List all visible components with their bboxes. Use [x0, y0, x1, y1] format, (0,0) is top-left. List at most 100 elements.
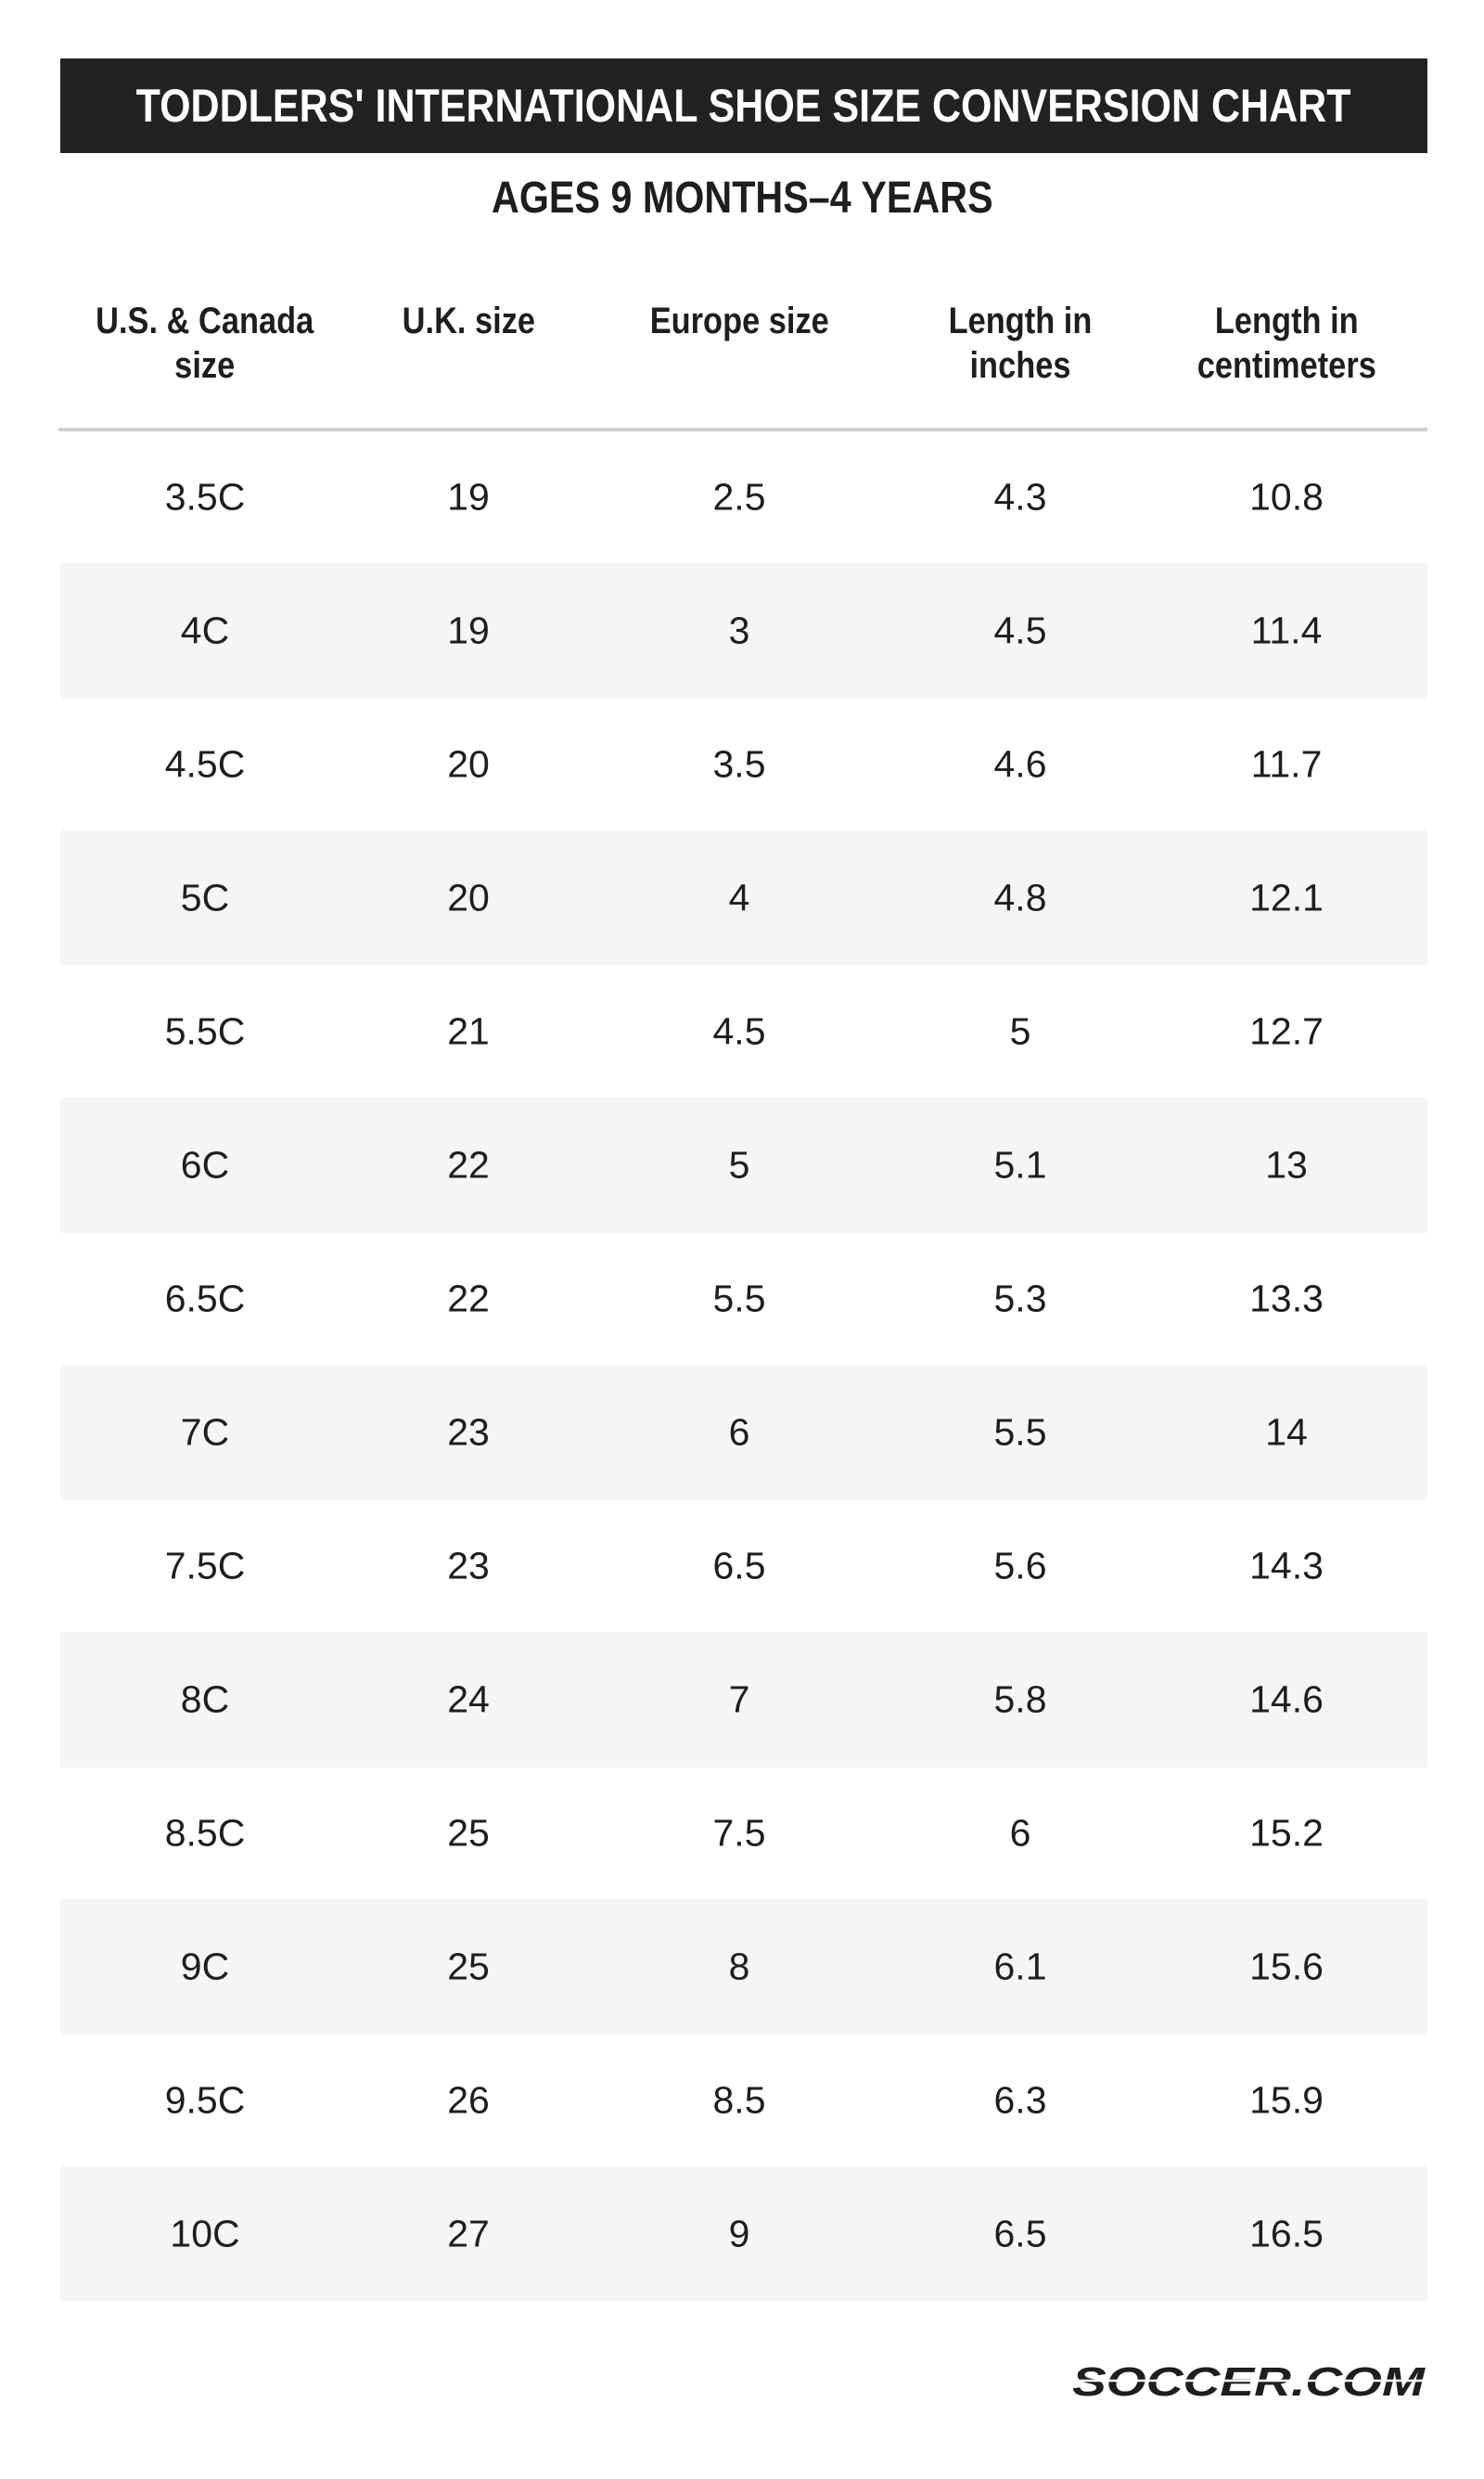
- table-cell: 7.5: [712, 1811, 766, 1855]
- table-cell: 13: [1265, 1143, 1308, 1187]
- column-header-label: Length in inches: [948, 301, 1093, 386]
- table-cell: 14.6: [1249, 1677, 1324, 1721]
- table-cell: 5.5: [712, 1277, 766, 1320]
- table-cell: 6: [1009, 1811, 1031, 1855]
- table-cell: 6.1: [993, 1945, 1047, 1988]
- table-row: 3.5C 19 2.5 4.3 10.8: [60, 431, 1427, 563]
- table-cell: 23: [447, 1544, 490, 1587]
- table-cell: 8C: [180, 1677, 230, 1721]
- table-cell: 6C: [180, 1143, 230, 1187]
- table-cell: 12.7: [1249, 1009, 1324, 1053]
- table-cell: 16.5: [1249, 2212, 1324, 2255]
- table-row: 4C 19 3 4.5 11.4: [60, 563, 1427, 699]
- table-cell: 26: [447, 2078, 490, 2122]
- table-cell: 6: [728, 1410, 750, 1454]
- table-row: 9.5C 26 8.5 6.3 15.9: [60, 2035, 1427, 2166]
- table-cell: 5.8: [993, 1677, 1047, 1721]
- table-row: 7C 23 6 5.5 14: [60, 1365, 1427, 1500]
- table-cell: 20: [447, 876, 490, 919]
- table-cell: 5.1: [993, 1143, 1047, 1187]
- table-cell: 7.5C: [164, 1544, 246, 1587]
- table-row: 8C 24 7 5.8 14.6: [60, 1632, 1427, 1767]
- subtitle: AGES 9 MONTHS–4 YEARS: [0, 173, 1484, 224]
- table-cell: 10.8: [1249, 475, 1324, 519]
- table-cell: 20: [447, 742, 490, 786]
- table-cell: 3: [728, 609, 750, 652]
- table-row: 6.5C 22 5.5 5.3 13.3: [60, 1233, 1427, 1365]
- table-cell: 8.5C: [164, 1811, 246, 1855]
- table-cell: 11.4: [1250, 609, 1323, 652]
- column-header-label: Length in centimeters: [1196, 301, 1376, 386]
- table-cell: 13.3: [1249, 1277, 1324, 1320]
- subtitle-text: AGES 9 MONTHS–4 YEARS: [491, 173, 993, 223]
- table-cell: 27: [447, 2212, 490, 2255]
- table-cell: 25: [447, 1945, 490, 1988]
- table-cell: 15.6: [1249, 1945, 1324, 1988]
- table-cell: 4.3: [993, 475, 1047, 519]
- column-header: Europe size: [600, 299, 878, 343]
- table-cell: 8.5: [712, 2078, 766, 2122]
- header-divider: [58, 428, 1427, 431]
- table-cell: 4.5: [712, 1009, 766, 1053]
- table-row: 4.5C 20 3.5 4.6 11.7: [60, 699, 1427, 830]
- table-cell: 6.5C: [164, 1277, 246, 1320]
- table-cell: 5.5: [993, 1410, 1047, 1454]
- table-cell: 8: [728, 1945, 750, 1988]
- table-cell: 22: [447, 1277, 490, 1320]
- table-row: 8.5C 25 7.5 6 15.2: [60, 1767, 1427, 1899]
- table-row: 5C 20 4 4.8 12.1: [60, 830, 1427, 966]
- table-cell: 4.5C: [164, 742, 246, 786]
- table-cell: 21: [447, 1009, 490, 1053]
- soccer-com-logo: SOCCER.COM: [1069, 2360, 1427, 2403]
- table-cell: 5.3: [993, 1277, 1047, 1320]
- table-cell: 7C: [180, 1410, 230, 1454]
- table-row: 9C 25 8 6.1 15.6: [60, 1899, 1427, 2035]
- table-cell: 19: [447, 475, 490, 519]
- table-cell: 9: [728, 2212, 750, 2255]
- table-cell: 12.1: [1249, 876, 1324, 919]
- table-cell: 22: [447, 1143, 490, 1187]
- table-cell: 9.5C: [164, 2078, 246, 2122]
- table-cell: 11.7: [1250, 742, 1323, 786]
- table-cell: 15.2: [1249, 1811, 1324, 1855]
- table-cell: 6.5: [712, 1544, 766, 1587]
- table-cell: 25: [447, 1811, 490, 1855]
- table-cell: 3.5C: [164, 475, 246, 519]
- column-header-label: U.K. size: [402, 301, 535, 341]
- column-header-label: Europe size: [649, 301, 829, 341]
- table-row: 10C 27 9 6.5 16.5: [60, 2166, 1427, 2302]
- table-cell: 5C: [180, 876, 230, 919]
- table-cell: 5.5C: [164, 1009, 246, 1053]
- title-bar: TODDLERS' INTERNATIONAL SHOE SIZE CONVER…: [60, 58, 1427, 153]
- column-header: U.K. size: [329, 299, 608, 343]
- table-cell: 24: [447, 1677, 490, 1721]
- table-cell: 6.3: [993, 2078, 1047, 2122]
- table-row: 6C 22 5 5.1 13: [60, 1098, 1427, 1233]
- table-cell: 10C: [170, 2212, 240, 2255]
- page-title: TODDLERS' INTERNATIONAL SHOE SIZE CONVER…: [136, 80, 1351, 132]
- table-cell: 14: [1265, 1410, 1308, 1454]
- table-cell: 4C: [180, 609, 230, 652]
- table-cell: 5.6: [993, 1544, 1047, 1587]
- table-cell: 23: [447, 1410, 490, 1454]
- table-cell: 4.8: [993, 876, 1047, 919]
- table-cell: 9C: [180, 1945, 230, 1988]
- column-header-label: U.S. & Canada size: [96, 301, 314, 386]
- table-header: U.S. & Canada size U.K. size Europe size Len…: [60, 299, 1427, 401]
- table-row: 5.5C 21 4.5 5 12.7: [60, 966, 1427, 1098]
- table-cell: 15.9: [1249, 2078, 1324, 2122]
- table-cell: 2.5: [712, 475, 766, 519]
- column-header: Length in centimeters: [1147, 299, 1426, 388]
- table-cell: 4: [728, 876, 750, 919]
- size-table-body: 3.5C 19 2.5 4.3 10.8 4C 19 3 4.5 11.4 4.5C 20 3.5 4.6…: [60, 431, 1427, 2302]
- column-header: Length in inches: [881, 299, 1159, 388]
- table-cell: 14.3: [1249, 1544, 1324, 1587]
- table-cell: 19: [447, 609, 490, 652]
- table-cell: 6.5: [993, 2212, 1047, 2255]
- table-cell: 7: [728, 1677, 750, 1721]
- table-row: 7.5C 23 6.5 5.6 14.3: [60, 1500, 1427, 1632]
- column-header: U.S. & Canada size: [66, 299, 344, 388]
- table-cell: 5: [1009, 1009, 1031, 1053]
- table-cell: 3.5: [712, 742, 766, 786]
- table-cell: 4.6: [993, 742, 1047, 786]
